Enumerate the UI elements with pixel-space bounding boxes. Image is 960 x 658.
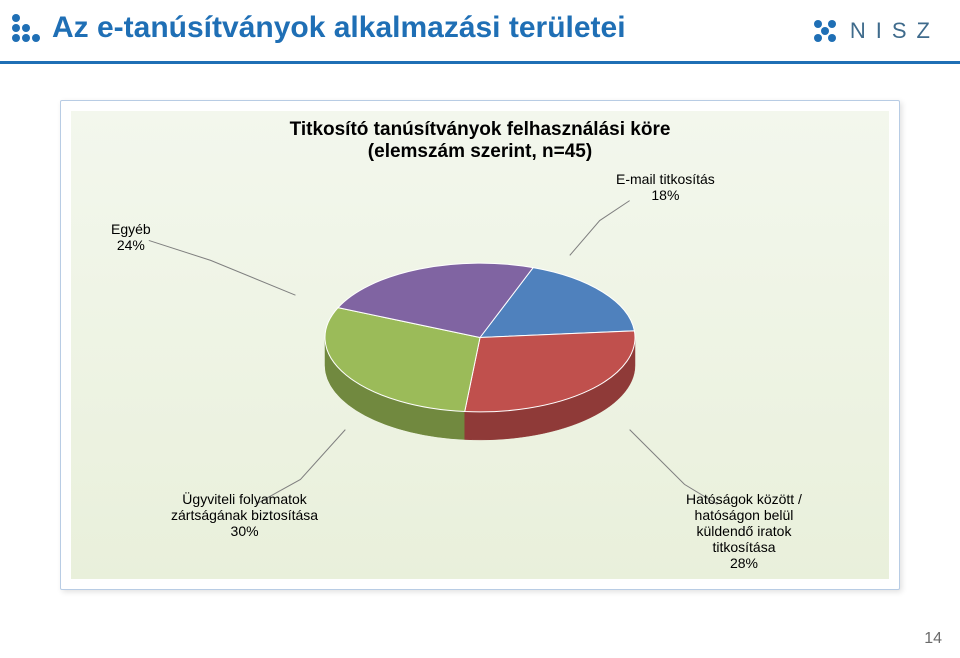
chart-panel: Titkosító tanúsítványok felhasználási kö… [60, 100, 900, 590]
page-number: 14 [924, 630, 942, 648]
page-title: Az e-tanúsítványok alkalmazási területei [52, 11, 626, 45]
slice-label: Ügyviteli folyamatok zártságának biztosí… [171, 491, 318, 539]
header: Az e-tanúsítványok alkalmazási területei… [0, 0, 960, 64]
slide: Az e-tanúsítványok alkalmazási területei… [0, 0, 960, 658]
header-left: Az e-tanúsítványok alkalmazási területei [0, 0, 810, 64]
slice-label: Hatóságok között / hatóságon belül külde… [686, 491, 802, 571]
slice-label: E-mail titkosítás 18% [616, 171, 715, 203]
leader-line [149, 240, 296, 295]
logo-text: NISZ [850, 18, 940, 44]
pie-chart [323, 261, 637, 447]
chart-title: Titkosító tanúsítványok felhasználási kö… [71, 119, 889, 163]
leader-line [570, 201, 630, 256]
logo-icon [810, 16, 840, 46]
logo: NISZ [810, 0, 960, 64]
slice-label: Egyéb 24% [111, 221, 151, 253]
bullet-icon [12, 14, 40, 42]
chart-background: Titkosító tanúsítványok felhasználási kö… [71, 111, 889, 579]
